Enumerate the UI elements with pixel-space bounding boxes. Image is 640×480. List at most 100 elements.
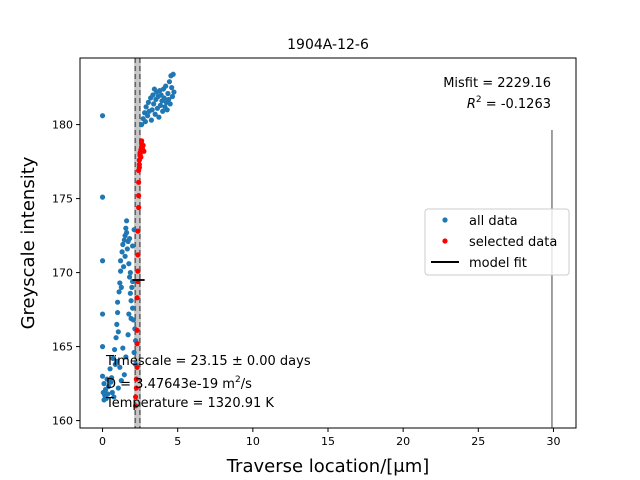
all-data-point [111,346,118,353]
selected-data-point [135,252,141,258]
all-data-point [120,241,126,248]
selected-data-point [136,193,142,199]
all-data-point [148,117,154,123]
all-data-point [156,114,162,120]
selected-data-point [134,295,140,301]
selected-data-point [134,341,140,347]
x-tick-label: 15 [321,435,335,448]
all-data-point [114,358,120,364]
all-data-point [145,113,151,119]
r2-value: = -0.1263 [482,97,551,112]
all-data-point [104,376,110,382]
legend-label-all-data: all data [469,214,518,229]
all-data-point [127,290,133,296]
selected-data-point [136,179,142,185]
r2-symbol: R [467,97,476,112]
all-data-point [150,92,156,98]
selected-data-point [135,268,141,274]
x-tick-label: 5 [174,435,181,448]
all-data-point [103,395,109,401]
all-data-point [105,383,112,390]
x-axis-label: Traverse location/[μm] [226,456,430,477]
all-data-point [120,264,127,270]
all-data-point [130,243,136,249]
diffusivity-suffix: /s [241,377,252,392]
temperature-annotation: Temperature = 1320.91 K [105,396,274,411]
all-data-point [108,379,114,385]
all-data-point [169,93,176,100]
all-data-point [119,249,125,255]
all-data-point [128,315,134,322]
all-data-point [169,85,175,91]
misfit-annotation: Misfit = 2229.16 [443,76,551,91]
all-data-point [109,389,115,396]
y-tick-label: 165 [52,341,73,354]
x-tick-label: 10 [246,435,260,448]
all-data-point [149,107,155,113]
all-data-point [139,122,145,128]
all-data-point [161,95,167,101]
all-data-point [99,194,106,200]
all-data-point [114,321,120,327]
all-data-point [130,305,136,311]
all-data-point [120,345,126,351]
all-data-point [123,230,130,236]
all-data-point [99,258,106,264]
all-data-point [113,335,119,341]
all-data-point [110,355,116,362]
all-data-point [124,246,130,252]
all-data-point [117,268,124,274]
all-data-point [151,86,157,92]
all-data-point [145,99,151,105]
x-tick-label: 25 [471,435,485,448]
chart-title: 1904A-12-6 [287,37,369,53]
all-data-point [163,83,169,89]
all-data-point [166,79,173,85]
selected-data-point [133,403,139,409]
selected-data-point [135,228,141,234]
all-data-point [127,235,133,242]
all-data-point [123,354,129,360]
legend-marker-selected-data [442,238,448,244]
axes: 0 5 10 15 20 25 30 160 165 170 175 180 [52,57,577,448]
selected-data-point [133,376,139,382]
legend-marker-all-data [442,217,448,223]
legend-label-model-fit: model fit [469,256,527,271]
all-data-point [123,225,129,231]
all-data-point [99,344,106,350]
all-data-point [117,280,123,286]
all-data-point [115,329,121,335]
diffusivity-prefix: D = 3.47643e-19 m [106,377,235,392]
x-tick-label: 20 [396,435,410,448]
selected-data-point [137,151,143,157]
band-fill [134,58,141,428]
all-data-point [129,284,135,290]
selected-data-point [141,148,147,154]
selected-data-point [136,164,142,171]
selected-data-point [134,364,140,370]
all-data-point [170,71,176,77]
r2-annotation: R2 = -0.1263 [467,95,551,112]
y-tick-label: 180 [52,119,73,132]
selected-data-point [140,142,146,148]
all-data-point [121,372,127,378]
all-data-point [123,218,130,224]
y-tick-label: 170 [52,267,73,280]
diffusivity-annotation: D = 3.47643e-19 m2/s [106,375,252,392]
selected-data-point [136,204,142,211]
y-tick-label: 175 [52,193,73,206]
all-data-point [108,375,115,381]
all-data-point [105,391,111,397]
legend: all data selected data model fit [424,208,570,276]
all-data-point [107,366,113,372]
y-tick-label: 160 [52,415,73,428]
all-data-point [152,111,158,117]
all-data-point [116,289,122,295]
all-data-point [131,349,137,356]
all-data-point [160,108,166,114]
all-data-point [165,90,171,97]
all-data-point [114,299,121,305]
all-data-point [151,101,157,107]
all-data-point [143,104,149,110]
